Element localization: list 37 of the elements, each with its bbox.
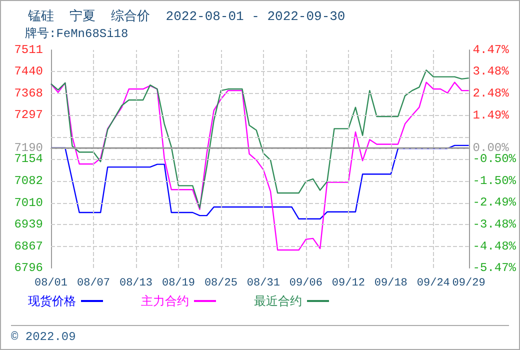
- x-tick-label: 08/01: [34, 278, 68, 290]
- x-tick-label: 09/29: [452, 278, 486, 290]
- y-tick-label: 7511: [14, 43, 43, 57]
- legend-label: 主力合约: [141, 294, 189, 308]
- y-tick-label: 6796: [14, 261, 43, 275]
- y-tick-label: 7368: [14, 86, 43, 101]
- chart-title: 锰硅 宁夏 综合价 2022-08-01 - 2022-09-30: [27, 8, 346, 24]
- y-tick-label: 7082: [14, 174, 43, 188]
- y2-tick-label: -1.50%: [472, 174, 517, 188]
- y2-tick-label: -2.49%: [472, 196, 517, 210]
- chart-subtitle: 牌号:FeMn68Si18: [25, 27, 128, 41]
- line-series: [50, 82, 470, 251]
- x-tick-label: 08/25: [204, 278, 238, 290]
- y2-tick-label: 2.48%: [472, 86, 510, 101]
- y2-tick-label: 3.48%: [472, 64, 510, 79]
- y-tick-label: 7440: [14, 64, 43, 79]
- y-tick-label: 7010: [14, 196, 43, 210]
- y-tick-label: 6939: [14, 217, 43, 232]
- line-series: [50, 70, 470, 209]
- x-tick-label: 08/13: [119, 278, 152, 290]
- y-tick-label: 7297: [14, 108, 43, 122]
- y-tick-label: 6867: [14, 239, 43, 254]
- x-tick-label: 09/06: [289, 278, 322, 290]
- text: © 2022.09: [11, 330, 76, 344]
- x-tick-label: 09/12: [332, 278, 365, 290]
- y2-tick-label: -3.48%: [472, 217, 517, 232]
- x-tick-label: 08/07: [76, 278, 110, 290]
- y2-tick-label: -5.47%: [472, 261, 517, 275]
- y2-tick-label: 1.49%: [472, 108, 510, 122]
- legend-label: 现货价格: [28, 294, 76, 308]
- y2-tick-label: 4.47%: [472, 43, 510, 57]
- y2-tick-label: -4.48%: [472, 239, 517, 254]
- x-tick-label: 08/31: [246, 278, 280, 290]
- x-tick-label: 09/24: [416, 278, 450, 290]
- x-tick-label: 08/19: [162, 278, 195, 290]
- legend-label: 最近合约: [254, 294, 302, 308]
- x-tick-label: 09/18: [374, 278, 408, 290]
